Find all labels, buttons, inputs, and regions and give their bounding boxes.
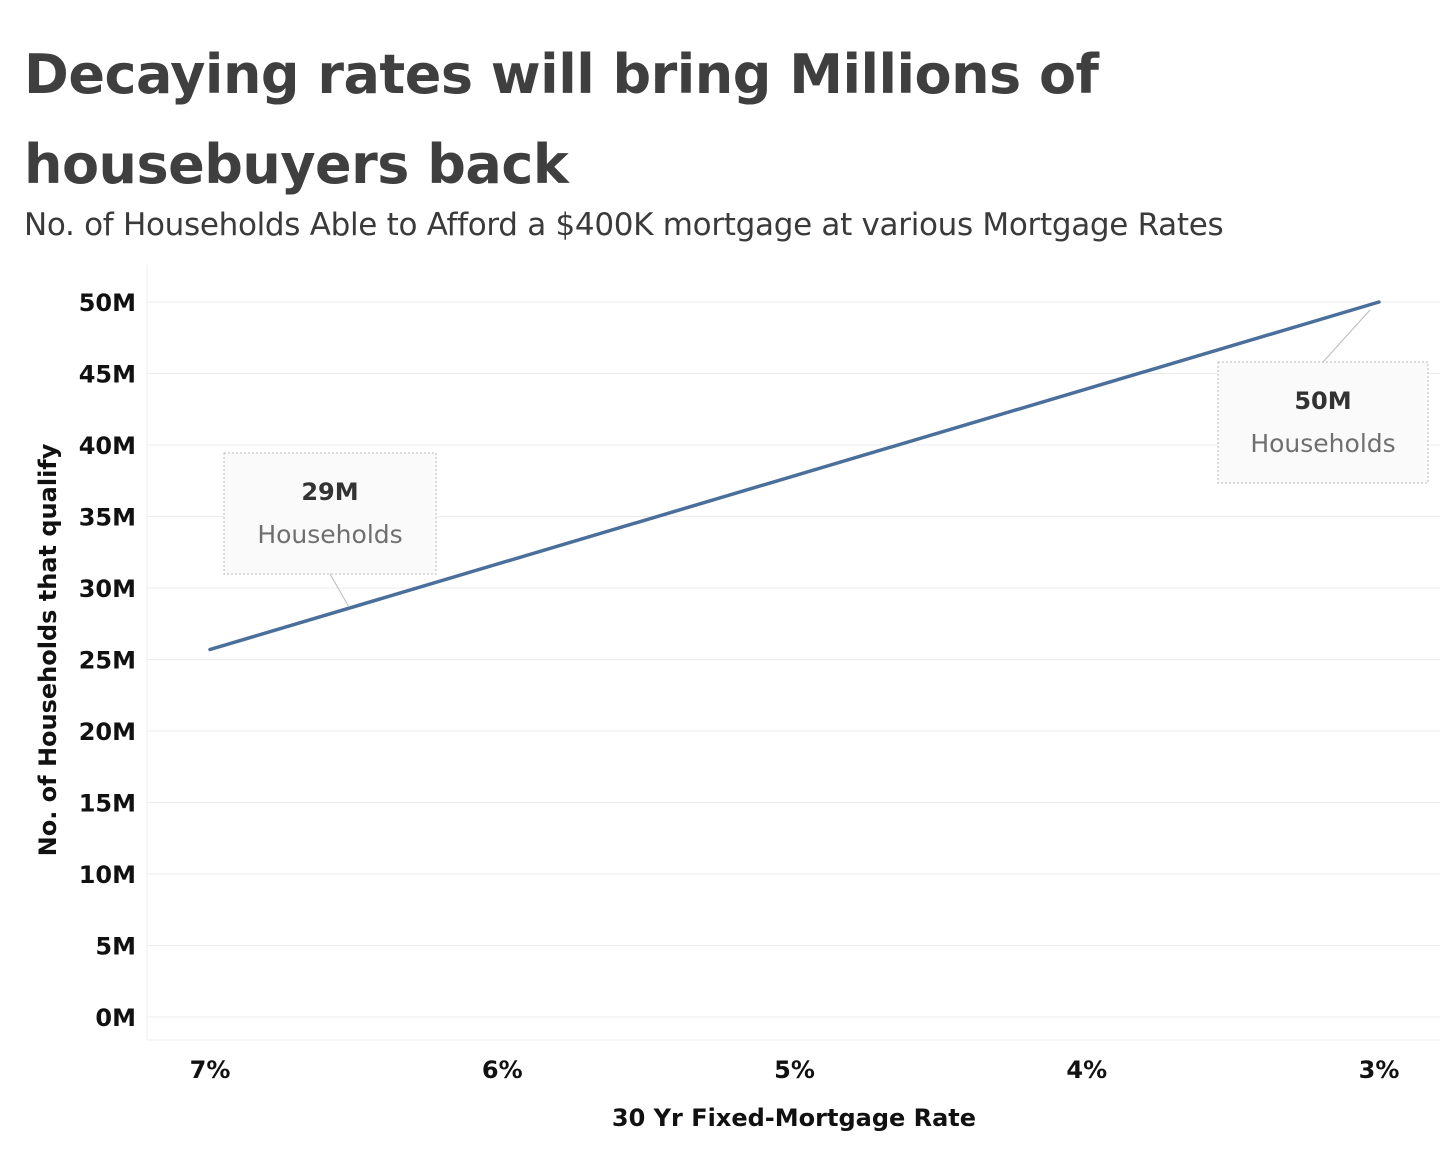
annotations: 29M Households 50M Households	[223, 309, 1429, 608]
y-axis-ticks: 0M 5M 10M 15M 20M 25M 30M 35M 40M 45M 50M	[79, 289, 136, 1032]
y-tick-label: 50M	[79, 289, 136, 317]
annotation-value: 50M	[1294, 387, 1351, 415]
series-line	[208, 300, 1381, 652]
x-tick-label: 6%	[482, 1056, 523, 1084]
x-tick-label: 3%	[1359, 1056, 1400, 1084]
x-axis-label: 30 Yr Fixed-Mortgage Rate	[612, 1104, 976, 1132]
annotation-box	[1217, 361, 1429, 484]
x-tick-label: 4%	[1066, 1056, 1107, 1084]
y-axis-label: No. of Households that qualify	[34, 443, 62, 856]
x-axis-ticks: 7% 6% 5% 4% 3%	[190, 1056, 1400, 1084]
chart-subtitle: No. of Households Able to Afford a $400K…	[24, 207, 1224, 243]
x-tick-label: 7%	[190, 1056, 231, 1084]
chart-title: Decaying rates will bring Millions of ho…	[24, 43, 1099, 196]
annotation-value: 29M	[301, 478, 358, 506]
y-tick-label: 15M	[79, 790, 136, 818]
annotation-callout: 50M Households	[1217, 309, 1429, 484]
annotation-text: Households	[1250, 429, 1395, 458]
y-tick-label: 45M	[79, 361, 136, 389]
annotation-box	[223, 452, 437, 575]
annotation-leader-line	[1322, 309, 1371, 363]
y-tick-label: 30M	[79, 575, 136, 603]
y-tick-label: 20M	[79, 718, 136, 746]
y-tick-label: 40M	[79, 432, 136, 460]
y-tick-label: 25M	[79, 647, 136, 675]
series-layer	[208, 300, 1381, 652]
y-tick-label: 10M	[79, 861, 136, 889]
annotation-callout: 29M Households	[223, 452, 437, 608]
y-tick-label: 5M	[95, 933, 136, 961]
x-tick-label: 5%	[774, 1056, 815, 1084]
annotation-text: Households	[257, 520, 402, 549]
y-tick-label: 35M	[79, 504, 136, 532]
y-tick-label: 0M	[95, 1004, 136, 1032]
annotation-leader-line	[329, 573, 350, 608]
